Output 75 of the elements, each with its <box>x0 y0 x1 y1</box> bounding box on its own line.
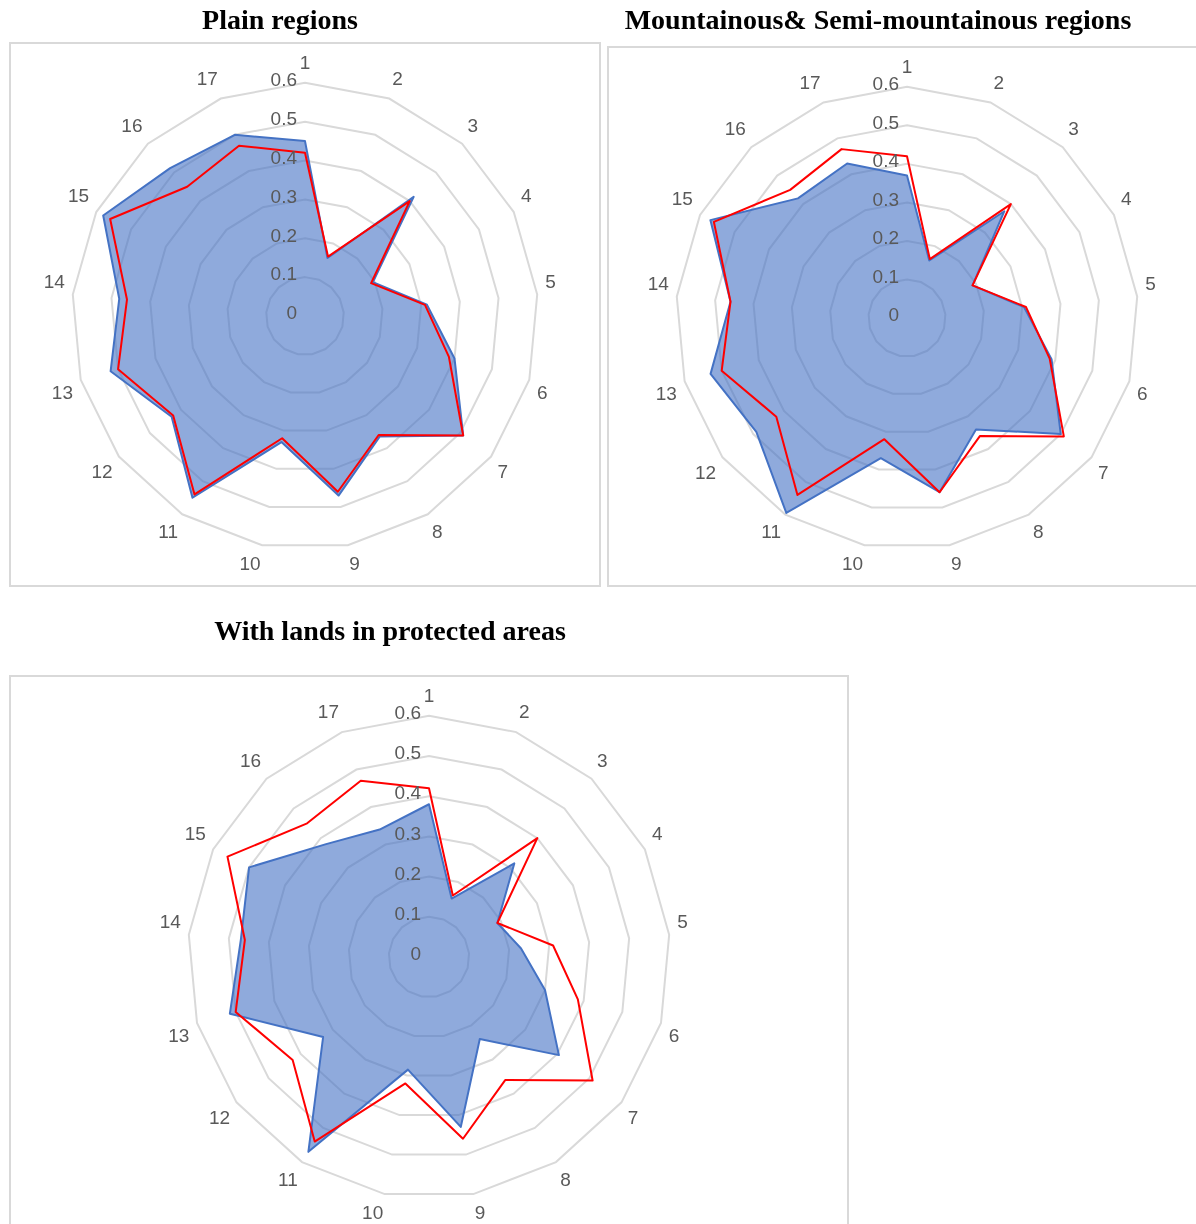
spoke-label: 12 <box>91 460 113 482</box>
spoke-label: 10 <box>362 1201 384 1223</box>
spoke-label: 7 <box>1097 461 1109 483</box>
y-tick-label: 0.2 <box>270 224 297 246</box>
spoke-label: 9 <box>349 552 360 574</box>
spoke-label: 13 <box>655 383 677 405</box>
spoke-label: 9 <box>950 552 962 574</box>
spoke-label: 3 <box>596 749 608 771</box>
spoke-label: 5 <box>545 270 556 292</box>
spoke-label: 10 <box>239 552 261 574</box>
y-tick-label: 0 <box>286 302 297 324</box>
spoke-label: 15 <box>67 185 90 207</box>
spoke-label: 2 <box>993 71 1004 93</box>
y-tick-label: 0.3 <box>872 188 899 210</box>
y-tick-label: 0.6 <box>394 702 421 724</box>
spoke-label: 8 <box>560 1168 571 1190</box>
y-tick-label: 0.3 <box>270 185 297 207</box>
y-tick-label: 0.6 <box>872 73 899 95</box>
spoke-label: 3 <box>467 114 479 136</box>
y-tick-label: 0 <box>410 943 421 965</box>
spoke-label: 4 <box>652 822 664 844</box>
y-tick-label: 0.4 <box>394 782 422 804</box>
y-tick-label: 0.1 <box>394 903 421 925</box>
spoke-label: 15 <box>184 822 206 844</box>
spoke-label: 3 <box>1068 118 1079 140</box>
spoke-label: 9 <box>474 1201 486 1223</box>
spoke-label: 13 <box>51 381 74 403</box>
chart-title: Plain regions <box>201 4 359 36</box>
spoke-label: 14 <box>159 910 182 932</box>
y-tick-label: 0.4 <box>270 146 298 168</box>
spoke-label: 8 <box>1032 521 1044 543</box>
chart-title: Mountainous& Semi-mountainous regions <box>623 4 1133 36</box>
y-tick-label: 0.5 <box>270 107 297 129</box>
spoke-label: 10 <box>841 552 864 574</box>
y-tick-label: 0.2 <box>872 227 899 249</box>
spoke-label: 17 <box>317 701 339 723</box>
y-tick-label: 0.3 <box>394 822 421 844</box>
y-tick-label: 0 <box>888 304 899 326</box>
spoke-label: 6 <box>668 1024 680 1046</box>
chart-title: With lands in protected areas <box>213 615 567 647</box>
spoke-label: 5 <box>1145 272 1156 294</box>
spoke-label: 14 <box>647 272 670 294</box>
y-tick-label: 0.1 <box>270 263 297 285</box>
spoke-label: 4 <box>520 185 532 207</box>
spoke-label: 1 <box>901 55 913 77</box>
spoke-label: 13 <box>168 1024 190 1046</box>
spoke-label: 6 <box>1137 383 1148 405</box>
y-tick-label: 0.5 <box>872 111 899 133</box>
spoke-label: 12 <box>208 1106 231 1128</box>
spoke-label: 16 <box>239 749 262 771</box>
y-tick-label: 0.4 <box>872 150 900 172</box>
spoke-label: 16 <box>724 118 746 140</box>
spoke-label: 14 <box>43 270 66 292</box>
spoke-label: 7 <box>497 460 509 482</box>
spoke-label: 11 <box>278 1168 298 1190</box>
spoke-label: 11 <box>761 521 782 543</box>
spoke-label: 2 <box>392 67 403 89</box>
spoke-label: 4 <box>1121 188 1133 210</box>
spoke-label: 16 <box>121 114 143 136</box>
spoke-label: 5 <box>677 910 688 932</box>
spoke-label: 1 <box>299 51 311 73</box>
spoke-label: 1 <box>423 684 435 706</box>
y-tick-label: 0.2 <box>394 862 421 884</box>
spoke-label: 17 <box>196 67 218 89</box>
spoke-label: 7 <box>627 1106 639 1128</box>
y-tick-label: 0.1 <box>872 265 899 287</box>
spoke-label: 6 <box>536 381 548 403</box>
y-tick-label: 0.6 <box>270 69 297 91</box>
spoke-label: 17 <box>799 71 821 93</box>
spoke-label: 2 <box>519 701 530 723</box>
spoke-label: 12 <box>694 461 717 483</box>
spoke-label: 11 <box>158 520 179 542</box>
spoke-label: 8 <box>431 520 443 542</box>
y-tick-label: 0.5 <box>394 742 421 764</box>
spoke-label: 15 <box>671 188 693 210</box>
